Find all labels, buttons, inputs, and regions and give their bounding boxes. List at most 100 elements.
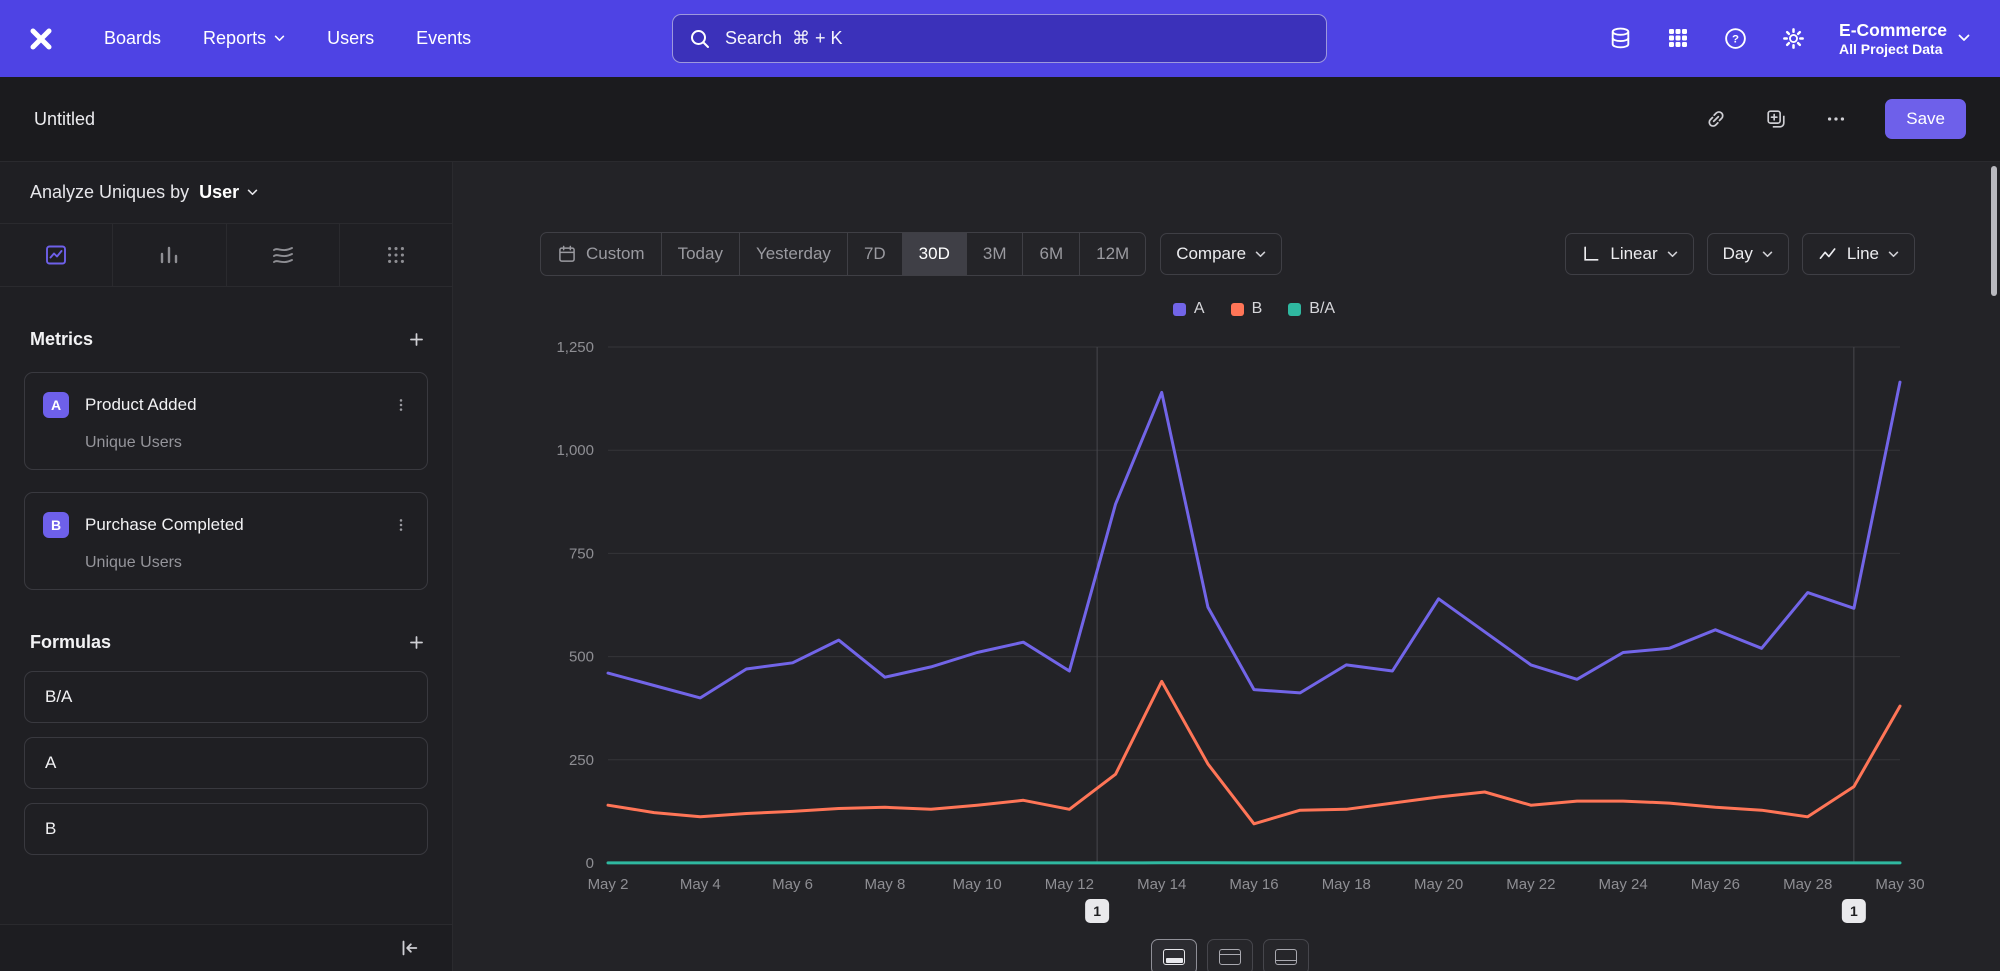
- legend-item[interactable]: A: [1172, 300, 1205, 318]
- add-formula-button[interactable]: [407, 633, 426, 652]
- dot-grid-icon: [387, 247, 404, 263]
- x-tick-label: May 8: [864, 876, 905, 893]
- link-icon[interactable]: [1705, 108, 1727, 130]
- table-top-icon: [1219, 949, 1241, 965]
- mixpanel-logo[interactable]: [26, 24, 56, 54]
- x-tick-label: May 20: [1414, 876, 1463, 893]
- nav-events[interactable]: Events: [416, 28, 471, 49]
- range-label: 12M: [1096, 244, 1130, 263]
- analyze-by-value: User: [199, 182, 240, 202]
- tab-metric-grid[interactable]: [340, 224, 452, 286]
- sidebar-footer: [0, 924, 452, 971]
- x-tick-label: May 26: [1691, 876, 1740, 893]
- scrollbar-thumb[interactable]: [1991, 166, 1997, 296]
- kebab-menu-icon[interactable]: [393, 517, 409, 533]
- scale-dropdown[interactable]: Linear: [1565, 233, 1694, 275]
- metric-aggregation[interactable]: Unique Users: [85, 434, 182, 451]
- compare-button[interactable]: Compare: [1160, 233, 1283, 275]
- nav-boards-label: Boards: [104, 28, 162, 48]
- y-tick-label: 750: [569, 545, 594, 562]
- chart-type-dropdown[interactable]: Line: [1801, 233, 1915, 275]
- analyze-label: Analyze Uniques by: [30, 182, 190, 202]
- range-yesterday[interactable]: Yesterday: [740, 233, 848, 275]
- analyze-by-dropdown[interactable]: User: [199, 182, 258, 203]
- range-custom[interactable]: Custom: [541, 233, 662, 275]
- more-menu-icon[interactable]: [1825, 108, 1847, 130]
- range-6m[interactable]: 6M: [1023, 233, 1081, 275]
- settings-gear-icon[interactable]: [1781, 26, 1806, 51]
- toggle-table-only-view[interactable]: [1263, 939, 1309, 971]
- chart-toolbar: Custom Today Yesterday 7D 30D 3M 6M 12M …: [540, 232, 1915, 276]
- metrics-title: Metrics: [30, 329, 94, 349]
- insights-line-chart[interactable]: 0 250 500 750 1,000 1,250 1 1 May 2 May 4 May 6 May…: [530, 337, 1930, 937]
- save-button[interactable]: Save: [1885, 99, 1966, 139]
- range-label: 6M: [1039, 244, 1064, 263]
- range-label: 30D: [918, 244, 950, 263]
- toggle-table-top-view[interactable]: [1207, 939, 1253, 971]
- collapse-sidebar-icon[interactable]: [398, 937, 420, 959]
- nav-users[interactable]: Users: [327, 28, 374, 49]
- formula-card[interactable]: B: [24, 803, 428, 855]
- nav-reports[interactable]: Reports: [203, 28, 285, 49]
- table-only-icon: [1275, 949, 1297, 965]
- x-tick-label: May 24: [1598, 876, 1647, 893]
- range-12m[interactable]: 12M: [1080, 233, 1145, 275]
- formula-card[interactable]: A: [24, 737, 428, 789]
- chart-type-label: Line: [1846, 244, 1879, 263]
- metric-name[interactable]: Purchase Completed: [85, 515, 244, 534]
- formula-card[interactable]: B/A: [24, 671, 428, 723]
- metric-name[interactable]: Product Added: [85, 395, 197, 414]
- annotation-badge[interactable]: [1841, 899, 1866, 923]
- legend-label: B: [1251, 300, 1263, 317]
- plus-icon: [410, 333, 423, 346]
- range-3m[interactable]: 3M: [967, 233, 1024, 275]
- metric-badge: B: [43, 512, 69, 538]
- search-bar[interactable]: [672, 14, 1327, 63]
- range-label: 7D: [863, 244, 886, 263]
- range-7d[interactable]: 7D: [848, 233, 903, 275]
- search-input[interactable]: [723, 27, 1310, 50]
- annotation-badge[interactable]: [1085, 899, 1110, 923]
- line-type-icon: [1819, 248, 1836, 259]
- search-icon: [691, 29, 709, 48]
- svg-text:?: ?: [1732, 34, 1739, 46]
- tab-flows[interactable]: [227, 224, 340, 286]
- chevron-down-icon: [1255, 251, 1266, 257]
- legend-item[interactable]: B: [1230, 300, 1263, 318]
- report-actions: Save: [1705, 99, 1966, 139]
- annotation-badge-label: 1: [1850, 903, 1858, 919]
- metric-card-b[interactable]: B Purchase Completed Unique Users: [24, 492, 428, 590]
- linear-axes-icon: [1584, 246, 1599, 261]
- y-tick-label: 1,000: [556, 442, 594, 459]
- database-icon[interactable]: [1608, 26, 1633, 51]
- nav-boards[interactable]: Boards: [104, 28, 161, 49]
- project-selector[interactable]: E-Commerce All Project Data: [1839, 20, 1970, 58]
- metric-aggregation[interactable]: Unique Users: [85, 554, 182, 571]
- legend-item[interactable]: B/A: [1288, 300, 1335, 318]
- report-header: Untitled Save: [0, 77, 2000, 162]
- tab-bar-chart[interactable]: [113, 224, 227, 286]
- range-30d[interactable]: 30D: [902, 233, 967, 275]
- series-line-A[interactable]: [606, 380, 1902, 700]
- series-line-B[interactable]: [606, 679, 1902, 826]
- report-title[interactable]: Untitled: [34, 108, 96, 129]
- x-tick-label: May 30: [1875, 876, 1924, 893]
- toggle-chart-and-table-view[interactable]: [1151, 939, 1197, 971]
- apps-grid-icon[interactable]: [1666, 26, 1690, 50]
- formulas-section-header: Formulas: [30, 632, 426, 653]
- add-metric-button[interactable]: [407, 330, 426, 349]
- kebab-menu-icon[interactable]: [393, 397, 409, 413]
- interval-dropdown[interactable]: Day: [1706, 233, 1789, 275]
- metric-card-a[interactable]: A Product Added Unique Users: [24, 372, 428, 470]
- tab-insights-line-chart[interactable]: [0, 224, 114, 286]
- metric-row: B Purchase Completed: [43, 512, 409, 538]
- project-texts: E-Commerce All Project Data: [1839, 20, 1947, 58]
- legend-swatch: [1230, 302, 1244, 316]
- range-today[interactable]: Today: [662, 233, 740, 275]
- metric-badge: A: [43, 392, 69, 418]
- duplicate-icon[interactable]: [1765, 108, 1787, 130]
- help-icon[interactable]: ?: [1723, 26, 1748, 51]
- project-name: E-Commerce: [1839, 19, 1947, 40]
- legend-label: A: [1193, 300, 1205, 317]
